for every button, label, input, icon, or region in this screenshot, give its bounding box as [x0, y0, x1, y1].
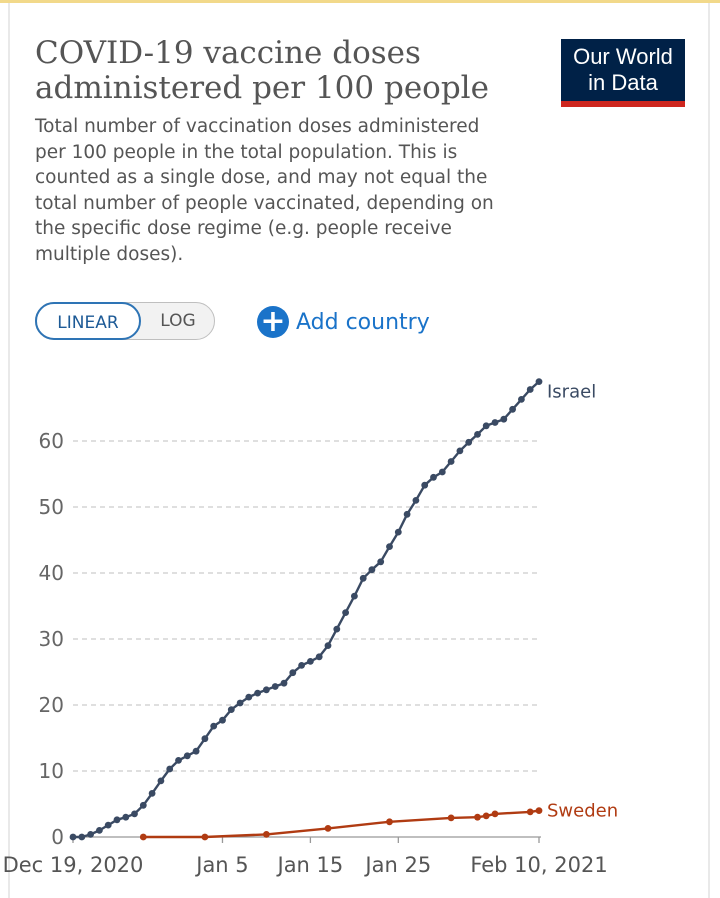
- series-label-sweden: Sweden: [547, 801, 618, 822]
- x-tick-label: Jan 25: [363, 853, 431, 877]
- chart-title: COVID-19 vaccine doses administered per …: [35, 35, 489, 106]
- y-tick-label: 30: [39, 627, 64, 651]
- data-point: [289, 669, 297, 677]
- data-point: [157, 777, 165, 785]
- data-point: [324, 825, 332, 832]
- data-point: [192, 747, 200, 755]
- data-point: [394, 528, 402, 536]
- data-point: [535, 378, 543, 385]
- data-point: [263, 831, 270, 838]
- scale-toggle: LINEAR LOG: [35, 302, 215, 340]
- data-point: [280, 679, 288, 687]
- data-point: [324, 642, 332, 649]
- data-point: [500, 415, 508, 423]
- data-point: [307, 658, 314, 665]
- series-label-israel: Israel: [547, 382, 596, 403]
- data-point: [245, 693, 253, 701]
- frame-right-border: [708, 3, 710, 898]
- data-point: [333, 625, 341, 633]
- data-point: [210, 722, 218, 730]
- data-point: [351, 592, 358, 600]
- logo-line-2: in Data: [588, 70, 658, 95]
- data-point: [465, 438, 473, 446]
- data-point: [447, 458, 455, 465]
- frame-left-border: [8, 3, 10, 898]
- top-accent-rule: [0, 0, 720, 3]
- linear-scale-button[interactable]: LINEAR: [35, 302, 141, 340]
- data-point: [386, 818, 393, 826]
- y-tick-label: 60: [39, 429, 64, 453]
- data-point: [535, 807, 543, 814]
- data-point: [139, 801, 147, 809]
- data-point: [359, 574, 367, 582]
- data-point: [104, 821, 112, 829]
- data-point: [447, 814, 455, 822]
- data-point: [131, 810, 138, 818]
- data-point: [509, 405, 516, 413]
- data-point: [412, 497, 420, 504]
- y-tick-label: 20: [39, 693, 64, 717]
- data-point: [518, 396, 525, 403]
- plus-circle-icon: +: [257, 306, 289, 338]
- data-point: [342, 609, 349, 616]
- data-point: [201, 735, 209, 743]
- data-point: [482, 422, 490, 430]
- data-point: [87, 831, 94, 838]
- line-chart: 0 10 20 30 40 50 60 Dec 19, 2020 Jan 5 Jan 15 Jan …: [3, 378, 618, 877]
- log-scale-button[interactable]: LOG: [160, 311, 196, 331]
- y-tick-label: 50: [39, 495, 64, 519]
- data-point: [430, 473, 437, 481]
- data-point: [175, 757, 182, 764]
- data-point: [438, 468, 446, 476]
- data-point: [236, 699, 244, 707]
- x-tick-label: Jan 5: [194, 853, 248, 877]
- data-point: [113, 816, 121, 824]
- data-point: [139, 833, 147, 841]
- data-point: [254, 689, 261, 697]
- data-point: [166, 765, 174, 773]
- data-point: [96, 827, 103, 834]
- add-country-button[interactable]: + Add country: [257, 305, 430, 339]
- series-line-israel: [73, 380, 540, 839]
- data-point: [78, 833, 86, 841]
- x-tick-label: Dec 19, 2020: [3, 853, 144, 877]
- add-country-label: Add country: [296, 309, 430, 335]
- x-tick-label: Jan 15: [276, 853, 344, 877]
- data-point: [227, 706, 235, 713]
- data-point: [263, 686, 270, 694]
- x-tick-label: Feb 10, 2021: [470, 853, 607, 877]
- chart-subtitle: Total number of vaccination doses admini…: [35, 116, 494, 265]
- data-point: [474, 813, 481, 821]
- data-point: [315, 653, 323, 661]
- data-point: [183, 752, 191, 760]
- data-point: [482, 812, 490, 820]
- data-point: [122, 813, 130, 821]
- data-point: [201, 833, 209, 841]
- owid-logo[interactable]: Our World in Data: [561, 39, 685, 107]
- data-point: [377, 558, 385, 566]
- data-point: [148, 790, 156, 797]
- data-point: [491, 419, 499, 426]
- logo-line-1: Our World: [573, 44, 673, 69]
- y-tick-label: 40: [39, 561, 64, 585]
- data-point: [526, 386, 534, 393]
- data-point: [421, 481, 429, 489]
- data-point: [298, 662, 305, 669]
- data-point: [219, 716, 226, 724]
- series-line-sweden: [143, 809, 540, 839]
- y-tick-label: 10: [39, 759, 64, 783]
- data-point: [403, 510, 411, 518]
- data-point: [386, 543, 393, 550]
- data-point: [491, 810, 499, 818]
- data-point: [69, 833, 77, 841]
- data-point: [526, 808, 534, 816]
- data-point: [271, 683, 279, 690]
- y-tick-label: 0: [51, 825, 64, 849]
- data-point: [474, 431, 481, 438]
- data-point: [456, 447, 464, 455]
- data-point: [368, 566, 376, 574]
